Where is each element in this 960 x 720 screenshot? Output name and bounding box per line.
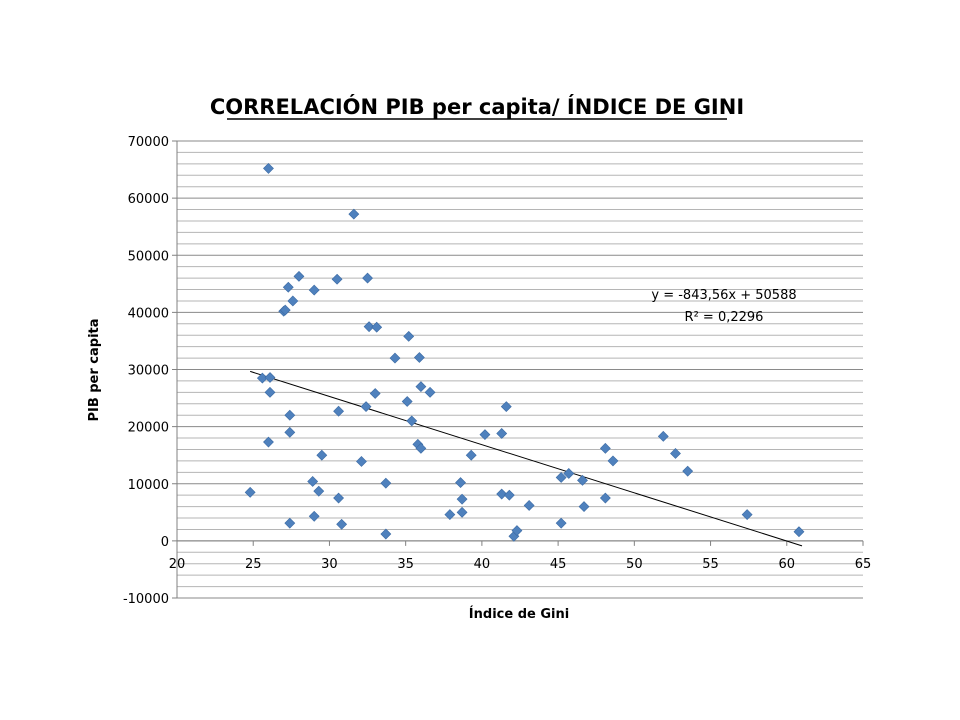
data-point [333,405,345,417]
x-tick-label: 65 [855,557,872,572]
data-point [465,449,477,461]
data-point [263,436,274,448]
data-point [500,401,512,413]
y-tick-label: 30000 [128,364,169,379]
data-point [284,409,296,421]
x-tick-label: 30 [321,557,338,572]
y-tick-label: 20000 [128,421,169,436]
data-point [577,474,588,486]
data-point [496,428,508,439]
data-point [331,273,343,285]
data-points [244,162,805,542]
data-point [244,486,256,498]
data-point [415,442,427,454]
data-point [307,476,319,487]
data-point [371,321,383,333]
x-tick-label: 45 [550,557,567,572]
data-point [316,449,328,461]
y-tick-label: 40000 [128,306,169,321]
data-point [444,509,456,521]
data-point [389,352,401,364]
data-point [264,372,276,383]
data-point [406,415,418,427]
y-tick-label: -10000 [123,592,169,607]
data-point [503,489,515,501]
data-point [479,429,491,441]
data-point [456,493,468,505]
data-point [424,386,436,398]
trendline [250,370,803,547]
trendline-group [250,370,803,547]
data-point [607,455,619,467]
x-tick-label: 60 [779,557,796,572]
data-point [333,492,345,504]
y-tick-label: 60000 [128,192,169,207]
data-point [363,321,375,333]
data-point [284,517,296,529]
data-point [496,488,508,500]
y-axis-title: PIB per capita [87,318,102,421]
data-point [682,465,694,477]
gridlines [177,140,863,599]
data-point [555,472,567,483]
data-point [741,509,753,521]
data-point [380,477,392,489]
data-point [657,430,669,442]
x-tick-label: 25 [245,557,262,572]
data-point [599,492,611,504]
data-point [563,468,575,479]
data-point [313,485,325,497]
data-point [403,330,415,342]
chart-title: CORRELACIÓN PIB per capita/ ÍNDICE DE GI… [210,94,744,119]
data-point [413,352,425,363]
data-point [578,501,590,513]
data-point [282,281,294,293]
y-tick-label: 0 [161,535,169,550]
data-point [348,208,360,220]
x-tick-label: 35 [397,557,414,572]
data-point [264,386,276,398]
data-point [415,381,427,393]
data-point [360,401,372,413]
data-point [287,295,299,307]
x-tick-label: 40 [474,557,491,572]
data-point [511,525,523,537]
data-point [279,304,291,316]
data-point [336,518,348,530]
data-point [670,448,681,459]
data-point [356,456,367,467]
x-tick-label: 55 [702,557,719,572]
data-point [599,442,611,454]
data-point [284,426,296,438]
data-point [308,284,320,296]
y-tick-label: 50000 [128,249,169,264]
data-point [380,528,392,540]
data-point [263,162,274,174]
data-point [308,510,320,522]
x-tick-label: 50 [626,557,643,572]
data-point [362,272,373,284]
data-point [793,526,805,538]
data-point [555,517,567,529]
trendline-equation: y = -843,56x + 50588 [651,288,796,303]
data-point [401,396,413,407]
x-axis-title: Índice de Gini [469,606,569,622]
data-point [456,506,468,518]
y-tick-label: 10000 [128,478,169,493]
data-point [455,477,466,489]
tick-labels: -10000 0 10000 20000 30000 40000 50000 60000 700… [123,135,871,607]
data-point [293,270,305,282]
y-tick-label: 70000 [128,135,169,150]
axes [172,140,864,599]
x-tick-label: 20 [169,557,186,572]
data-point [369,388,381,399]
data-point [523,500,535,511]
trendline-r-squared: R² = 0,2296 [685,310,764,325]
